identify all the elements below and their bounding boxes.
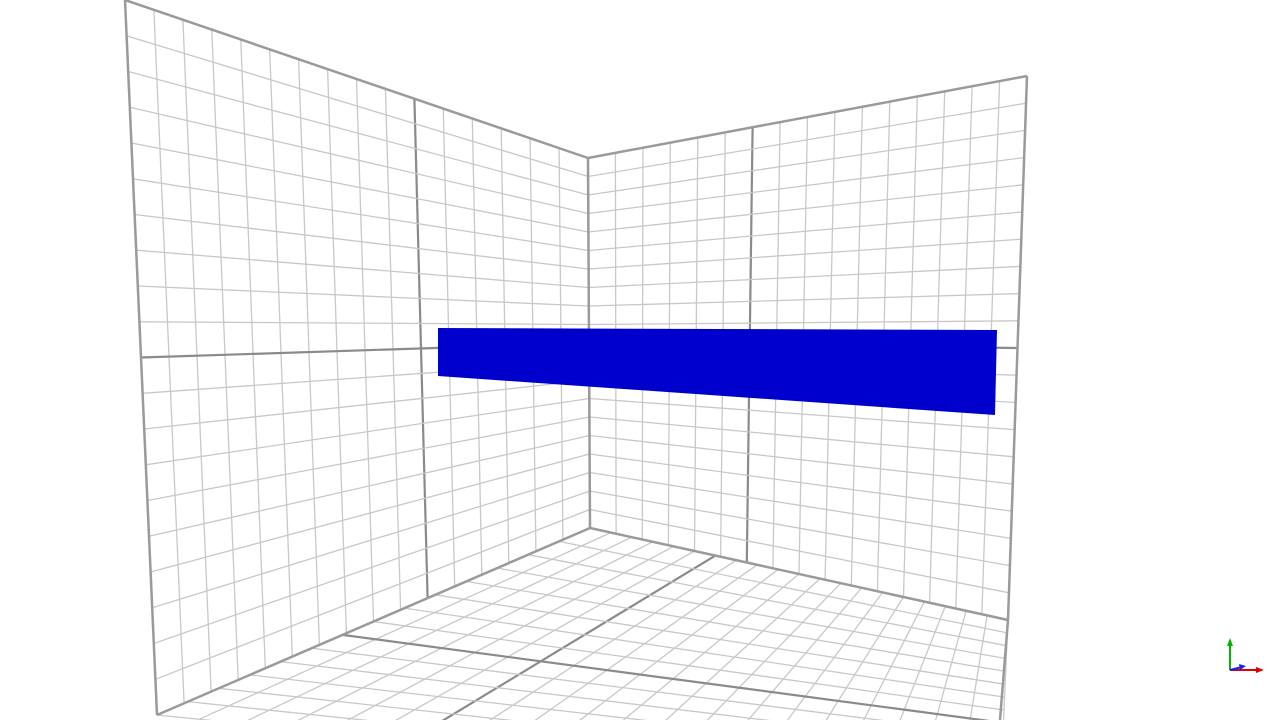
right-wall-grid-line <box>589 434 1013 485</box>
floor-grid-line <box>527 554 1008 647</box>
left-wall-grid-line <box>129 106 589 215</box>
frame-edge <box>587 74 1028 160</box>
floor-grid-line <box>497 567 1007 660</box>
frame-edge <box>123 0 159 716</box>
floor-grid-line <box>435 594 1006 685</box>
right-wall-grid-line <box>587 102 1027 178</box>
floor-grid-line <box>786 592 884 720</box>
right-wall-grid-line <box>588 238 1022 270</box>
frame-edge <box>998 619 1010 720</box>
right-wall-grid-line <box>588 320 1019 326</box>
right-wall-grid-line <box>589 416 1014 458</box>
floor-grid-line <box>706 582 842 720</box>
orientation-axes-widget <box>1227 638 1264 673</box>
right-wall-grid-line <box>589 471 1012 540</box>
floor-grid-line <box>297 541 653 720</box>
frame-edge <box>589 526 1009 622</box>
right-wall-grid-line <box>588 292 1020 307</box>
right-wall-grid-line <box>588 184 1024 233</box>
right-wall-grid-line <box>589 397 1015 431</box>
left-wall-grid-line <box>150 453 590 573</box>
left-wall-grid-line <box>137 285 589 307</box>
left-wall-grid-line <box>132 178 589 252</box>
floor-grid-line <box>311 647 885 720</box>
left-wall-grid-line <box>155 508 591 680</box>
floor-grid-line <box>187 700 370 720</box>
left-wall-grid-line <box>139 321 589 326</box>
floor-grid-line <box>558 540 1008 634</box>
left-wall-grid-line <box>144 379 590 430</box>
y-axis-arrow-icon <box>1227 638 1233 646</box>
frame-edge <box>156 526 591 717</box>
floor-grid-line <box>247 536 633 720</box>
right-wall-grid-line <box>588 156 1025 215</box>
floor-grid-line <box>665 578 821 720</box>
left-wall-grid-line <box>153 490 591 645</box>
left-wall-grid-line <box>145 397 590 466</box>
frame-edge <box>124 0 589 160</box>
floor-grid-line <box>373 620 1005 711</box>
left-wall-grid-line <box>152 471 590 609</box>
left-wall-grid-line <box>148 434 590 537</box>
bounding-box-frame <box>123 0 1029 720</box>
left-wall-grid-line <box>147 416 590 502</box>
right-wall-grid-line <box>588 211 1023 252</box>
floor-grid-line <box>280 660 771 720</box>
right-wall-grid-line <box>589 490 1011 567</box>
floor-grid-line <box>249 674 648 720</box>
floor-grid-line <box>899 605 946 720</box>
right-wall-grid-line <box>589 508 1010 594</box>
floor-grid-line <box>466 580 1006 673</box>
floor-grid-line <box>218 687 514 720</box>
right-wall-grid-line <box>589 453 1012 512</box>
blue-slab-object[interactable] <box>438 328 997 415</box>
right-wall-grid-line <box>588 265 1021 289</box>
left-wall-grid-line <box>128 70 589 196</box>
floor-grid <box>156 527 1009 720</box>
z-axis-arrow-icon <box>1239 664 1246 670</box>
left-wall-grid-line <box>136 249 589 289</box>
floor-grid-line <box>342 633 990 720</box>
x-axis-arrow-icon <box>1256 667 1264 673</box>
left-wall-grid-line <box>131 142 589 233</box>
left-wall-grid-line <box>126 35 589 178</box>
left-wall-grid-line <box>134 213 589 270</box>
floor-grid-line <box>404 607 1005 698</box>
frame-edge <box>1006 75 1029 621</box>
right-wall-grid-line <box>588 129 1026 196</box>
